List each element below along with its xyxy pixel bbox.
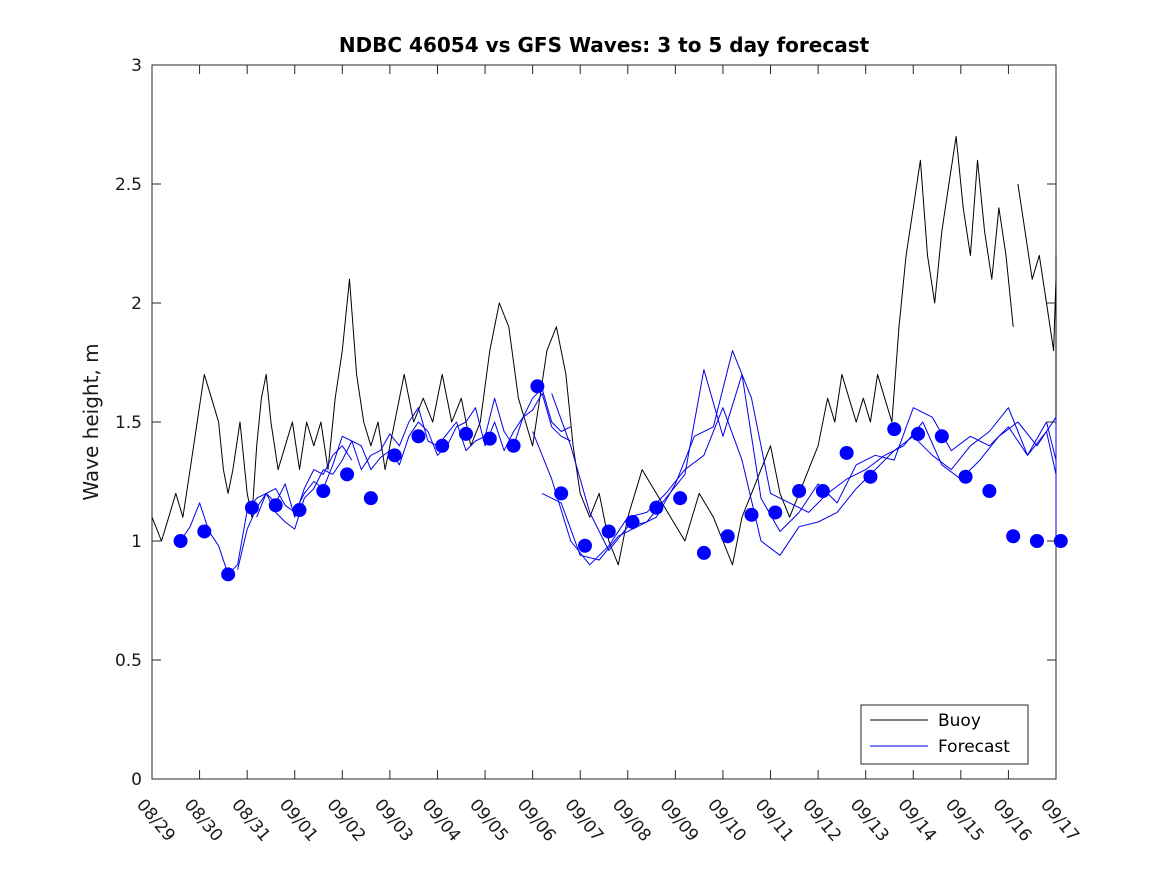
forecast-marker — [839, 445, 854, 460]
y-axis-label: Wave height, m — [79, 343, 103, 500]
forecast-marker — [435, 438, 450, 453]
forecast-marker — [268, 498, 283, 513]
x-tick-label: 09/05 — [465, 795, 512, 845]
forecast-marker — [506, 438, 521, 453]
y-tick-label: 2.5 — [115, 175, 142, 195]
x-tick-label: 09/09 — [656, 795, 703, 845]
y-tick-label: 0 — [131, 770, 142, 790]
forecast-marker — [958, 469, 973, 484]
x-tick-label: 08/31 — [227, 795, 274, 845]
legend-label-buoy: Buoy — [938, 711, 981, 731]
forecast-marker — [459, 426, 474, 441]
legend-box — [860, 704, 1029, 765]
forecast-marker — [625, 514, 640, 529]
legend-label-forecast: Forecast — [938, 737, 1010, 757]
forecast-marker — [411, 429, 426, 444]
x-tick-label: 09/16 — [989, 795, 1036, 845]
forecast-series-line — [541, 350, 1057, 561]
forecast-marker — [720, 529, 735, 544]
forecast-marker — [340, 467, 355, 482]
forecast-marker — [244, 500, 259, 515]
forecast-marker — [173, 534, 188, 548]
forecast-marker — [934, 429, 949, 444]
forecast-marker — [649, 500, 664, 515]
x-tick-label: 09/15 — [941, 795, 988, 845]
forecast-marker — [744, 507, 759, 522]
forecast-marker — [792, 484, 807, 499]
x-tick-label: 09/04 — [418, 795, 465, 845]
y-tick-label: 3 — [131, 56, 142, 76]
chart-title: NDBC 46054 vs GFS Waves: 3 to 5 day fore… — [339, 33, 870, 57]
marker-layer — [173, 379, 1068, 582]
forecast-marker — [387, 448, 402, 463]
buoy-series-line — [151, 135, 1014, 566]
y-tick-label: 2 — [131, 294, 142, 314]
forecast-marker — [696, 545, 711, 560]
x-tick-label: 09/01 — [275, 795, 322, 845]
y-tick-label: 1.5 — [115, 413, 142, 433]
forecast-marker — [482, 431, 497, 446]
forecast-marker — [554, 486, 569, 501]
y-tick-label: 1 — [131, 532, 142, 552]
forecast-marker — [768, 505, 783, 520]
forecast-series-line — [237, 388, 571, 570]
forecast-marker — [887, 422, 902, 437]
forecast-marker — [577, 538, 592, 553]
forecast-marker — [982, 484, 997, 499]
forecast-marker — [601, 524, 616, 539]
x-tick-label: 09/07 — [560, 795, 607, 845]
x-tick-label: 09/06 — [513, 795, 560, 845]
forecast-marker — [316, 484, 331, 499]
forecast-marker — [197, 524, 212, 539]
forecast-marker — [363, 491, 378, 506]
forecast-marker — [1029, 534, 1044, 548]
forecast-marker — [911, 426, 926, 441]
forecast-marker — [221, 567, 236, 582]
forecast-marker — [673, 491, 688, 506]
x-tick-label: 08/29 — [132, 795, 179, 845]
x-tick-label: 09/03 — [370, 795, 417, 845]
forecast-series-line — [256, 392, 571, 518]
y-axis-ticks: 0 0.5 1 1.5 2 2.5 3 — [115, 56, 1056, 790]
y-tick-label: 0.5 — [115, 651, 142, 671]
plot-area — [151, 64, 1057, 780]
x-tick-label: 09/11 — [751, 795, 798, 845]
x-tick-label: 08/30 — [180, 795, 227, 845]
forecast-marker — [1006, 529, 1021, 544]
x-tick-label: 09/08 — [608, 795, 655, 845]
x-tick-label: 09/14 — [893, 795, 940, 845]
x-tick-label: 09/12 — [798, 795, 845, 845]
x-tick-label: 09/13 — [846, 795, 893, 845]
x-tick-label: 09/02 — [322, 795, 369, 845]
forecast-marker — [1053, 534, 1068, 548]
forecast-marker — [292, 503, 307, 518]
forecast-marker — [863, 469, 878, 484]
forecast-marker — [815, 484, 830, 499]
forecast-marker — [530, 379, 545, 394]
x-tick-label: 09/17 — [1036, 795, 1083, 845]
legend: Buoy Forecast — [860, 704, 1029, 765]
x-tick-label: 09/10 — [703, 795, 750, 845]
